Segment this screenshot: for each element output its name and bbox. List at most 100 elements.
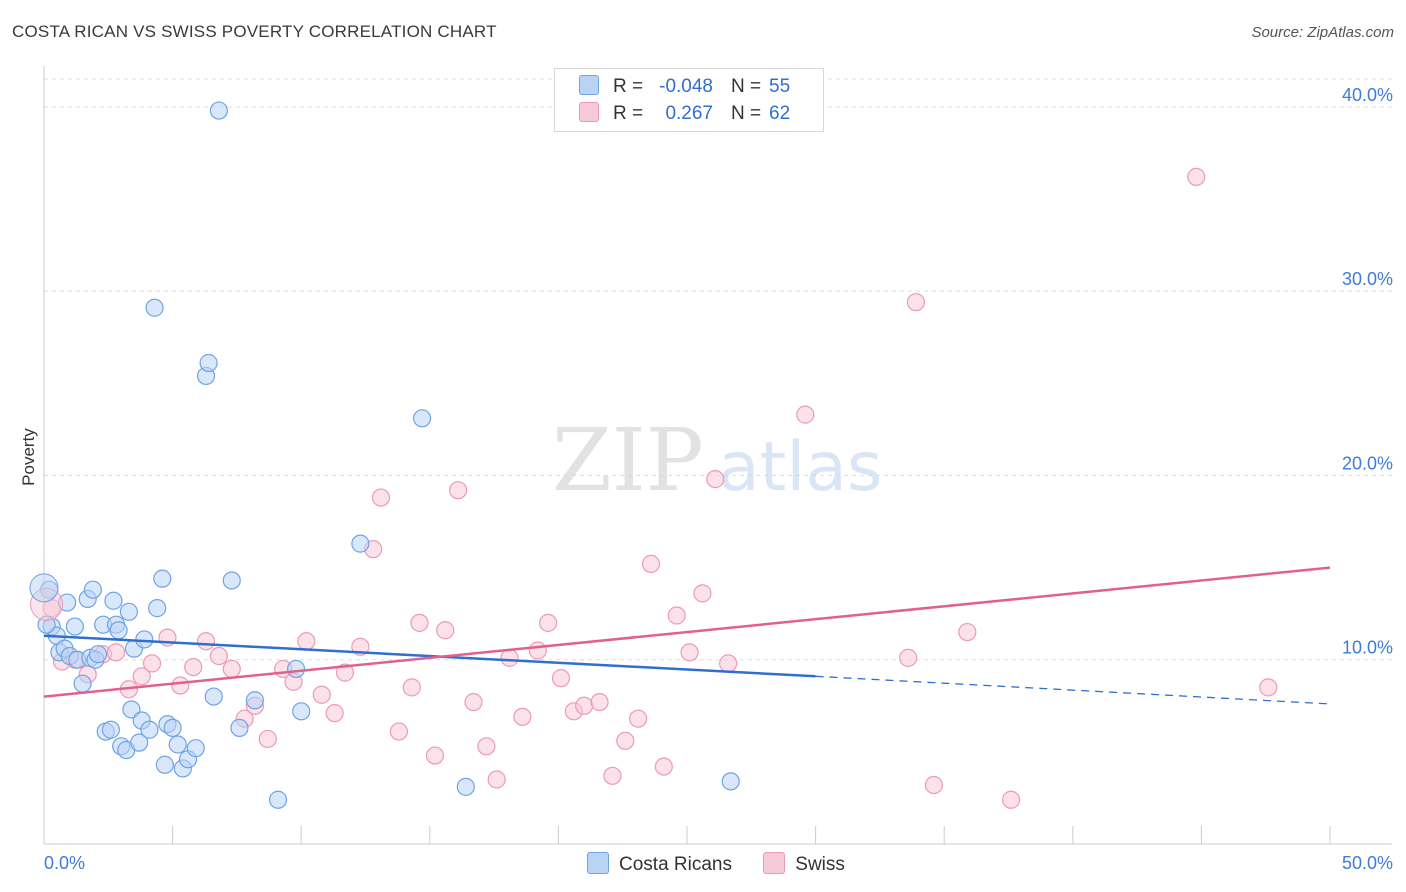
swiss-point	[389, 722, 409, 741]
swiss-point	[575, 696, 594, 715]
watermark: ZIP atlas	[552, 411, 882, 511]
costa-rican-point	[351, 534, 370, 553]
costa-rican-point	[292, 702, 311, 721]
costa-rican-point	[721, 772, 740, 791]
swiss-point	[410, 613, 429, 632]
swiss-point	[371, 488, 391, 507]
legend-r-value: -0.048	[659, 76, 713, 97]
x-tick-label: 50.0%	[1342, 853, 1393, 873]
swiss-point	[680, 643, 699, 662]
chart-title: COSTA RICAN VS SWISS POVERTY CORRELATION…	[12, 22, 497, 41]
y-tick-label: 40.0%	[1342, 85, 1393, 105]
costa-rican-point	[130, 733, 149, 752]
swiss-point	[528, 641, 547, 660]
swiss-point	[464, 692, 483, 712]
costa-rican-point	[140, 720, 159, 739]
legend-row-swiss: R = 0.267 N = 62	[579, 102, 790, 126]
grid-lines	[44, 78, 1392, 661]
costa-rican-point	[155, 755, 174, 774]
legend-n-label: N =	[731, 103, 762, 124]
costa-rican-point	[230, 718, 249, 738]
swiss-point	[590, 692, 609, 712]
y-tick-label: 20.0%	[1342, 453, 1393, 473]
swiss-point	[1259, 678, 1278, 697]
series-swatch-pink	[763, 852, 786, 874]
costa-rican-point	[268, 790, 288, 809]
swiss-point	[325, 704, 344, 723]
y-axis-label: Poverty	[19, 428, 38, 486]
swiss-point	[142, 654, 162, 673]
swiss-point	[487, 770, 506, 789]
swiss-trend-line	[43, 566, 1331, 698]
swiss-point	[539, 613, 558, 632]
swiss-point	[477, 737, 496, 756]
swiss-point	[654, 757, 673, 776]
trend-lines	[43, 566, 1331, 705]
axes: 10.0% 20.0% 30.0% 40.0% 0.0% 50.0%	[43, 66, 1393, 873]
swiss-point	[297, 632, 316, 651]
costa-rican-point	[29, 573, 59, 603]
legend-swatch-blue	[579, 75, 599, 95]
costa-rican-point	[145, 298, 164, 317]
swiss-point	[719, 654, 738, 673]
swiss-point	[196, 632, 216, 651]
costa-rican-trend-line	[43, 634, 816, 678]
legend-row-costa-ricans: R = -0.048 N = 55	[579, 75, 790, 99]
costa-rican-point	[148, 599, 167, 618]
legend-r-value: 0.267	[665, 103, 713, 124]
legend-n-value: 62	[769, 103, 791, 124]
swiss-point	[1187, 167, 1206, 186]
swiss-point	[551, 669, 571, 688]
costa-rican-point	[209, 101, 228, 120]
swiss-point	[693, 584, 712, 603]
swiss-point	[706, 470, 725, 489]
swiss-point	[616, 731, 635, 750]
swiss-point	[513, 707, 532, 726]
swiss-point	[258, 729, 277, 749]
swiss-point	[402, 678, 421, 697]
swiss-point	[335, 663, 355, 682]
swiss-point	[425, 746, 445, 765]
source-label: Source: ZipAtlas.com	[1251, 24, 1394, 41]
swiss-point	[603, 766, 622, 785]
series-legend: Costa Ricans Swiss	[587, 852, 871, 876]
costa-rican-point	[204, 687, 223, 706]
costa-rican-point	[245, 691, 265, 710]
swiss-point	[796, 405, 815, 424]
costa-rican-point	[153, 569, 172, 588]
correlation-legend: R = -0.048 N = 55 R = 0.267 N = 62	[554, 68, 824, 132]
series-name: Costa Ricans	[619, 854, 732, 875]
watermark-atlas: atlas	[718, 428, 882, 507]
series-legend-swiss[interactable]: Swiss	[763, 852, 845, 876]
swiss-point	[448, 481, 468, 500]
costa-rican-point	[456, 777, 475, 796]
costa-rican-point	[65, 617, 84, 636]
swiss-point	[906, 293, 926, 312]
swiss-point	[184, 657, 203, 677]
data-points	[29, 101, 1278, 809]
x-tick-label: 0.0%	[44, 853, 85, 873]
legend-n-value: 55	[769, 76, 791, 97]
swiss-point	[500, 648, 519, 667]
swiss-point	[436, 621, 455, 640]
costa-rican-point	[286, 659, 306, 679]
costa-rican-point	[88, 645, 108, 664]
costa-rican-point	[163, 718, 182, 738]
series-legend-costa-ricans[interactable]: Costa Ricans	[587, 852, 732, 876]
axis-labels: Poverty	[19, 428, 38, 486]
legend-swatch-pink	[579, 102, 599, 122]
swiss-point	[958, 622, 977, 642]
costa-rican-point	[119, 602, 138, 621]
series-swatch-blue	[587, 852, 609, 874]
costa-rican-point	[109, 621, 128, 640]
watermark-zip: ZIP	[552, 411, 704, 511]
swiss-point	[1001, 790, 1021, 809]
legend-n-label: N =	[731, 76, 762, 97]
swiss-point	[171, 676, 190, 695]
costa-rican-trend-extension	[815, 675, 1331, 705]
costa-rican-point	[186, 739, 205, 758]
y-tick-label: 30.0%	[1342, 269, 1393, 289]
costa-rican-point	[73, 674, 92, 693]
swiss-point	[924, 775, 944, 795]
